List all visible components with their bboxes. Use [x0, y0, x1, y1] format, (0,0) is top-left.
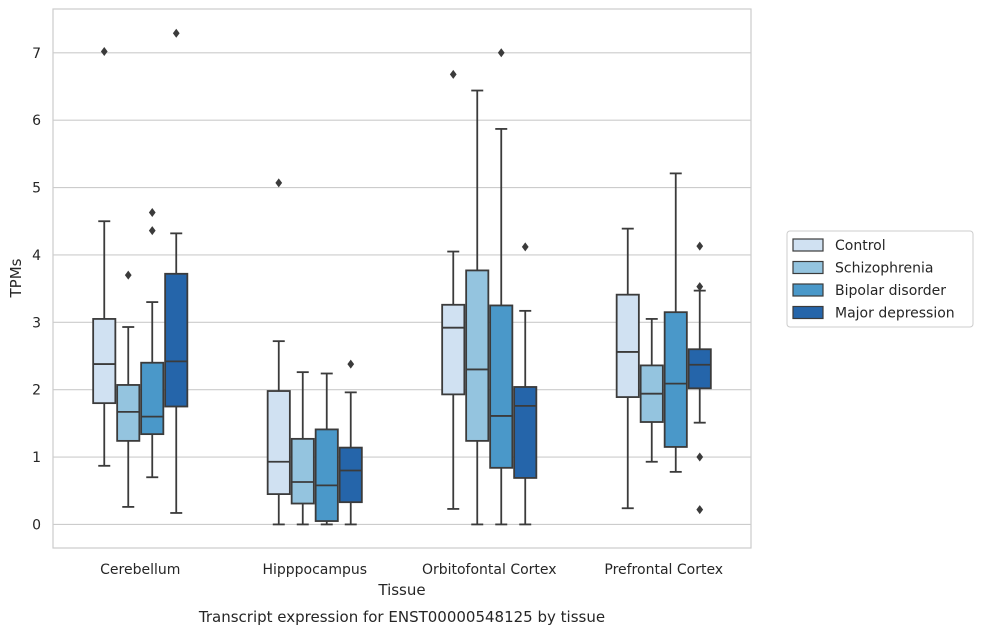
- x-tick-label: Hipppocampus: [262, 562, 367, 578]
- outlier-point: [124, 270, 132, 280]
- box-body: [513, 386, 538, 479]
- outlier-point: [696, 452, 704, 462]
- box-body: [489, 304, 514, 469]
- box-bipolar-disorder: [663, 172, 688, 473]
- y-tick-label: 5: [32, 181, 41, 197]
- box-body: [266, 390, 291, 495]
- box-body: [314, 428, 339, 522]
- box-control: [615, 227, 640, 510]
- y-tick-labels: 0 1 2 3 4 5 6 7: [32, 46, 41, 534]
- grid-lines: [53, 52, 751, 526]
- outlier-point: [497, 48, 505, 58]
- box-body: [290, 437, 315, 505]
- chart-caption: Transcript expression for ENST0000054812…: [198, 608, 605, 626]
- box-control: [266, 178, 291, 526]
- box-body: [687, 348, 712, 390]
- legend-label: Major depression: [835, 306, 955, 322]
- y-tick-label: 7: [32, 46, 41, 62]
- legend-swatch: [792, 260, 824, 275]
- box-body: [663, 311, 688, 448]
- legend-swatch: [792, 238, 824, 252]
- legend-label: Bipolar disorder: [835, 283, 946, 299]
- y-tick-label: 4: [32, 248, 41, 264]
- box-body: [338, 446, 363, 504]
- box-body: [140, 361, 165, 436]
- legend-frame: [786, 230, 974, 328]
- outlier-point: [696, 505, 704, 515]
- outlier-point: [100, 46, 108, 56]
- y-tick-label: 0: [32, 517, 41, 533]
- box-schizophrenia: [465, 89, 490, 526]
- x-axis-label: Tissue: [377, 581, 425, 599]
- box-major-depression: [338, 359, 363, 526]
- box-bipolar-disorder: [489, 48, 514, 526]
- y-tick-label: 3: [32, 315, 41, 331]
- box-major-depression: [687, 241, 712, 515]
- legend-swatch: [792, 305, 824, 320]
- x-tick-label: Orbitofontal Cortex: [422, 562, 557, 578]
- outlier-point: [347, 359, 355, 369]
- box-groups: [92, 28, 712, 526]
- outlier-point: [449, 69, 457, 79]
- outlier-point: [696, 282, 704, 292]
- legend-swatch: [792, 283, 824, 297]
- legend-label: Control: [835, 238, 886, 254]
- x-tick-labels: Cerebellum Hipppocampus Orbitofontal Corte…: [100, 562, 723, 578]
- box-body: [116, 384, 141, 442]
- outlier-point: [696, 241, 704, 251]
- plot-area-frame: [52, 8, 752, 549]
- box-schizophrenia: [639, 318, 664, 463]
- box-body: [164, 272, 189, 408]
- box-bipolar-disorder: [140, 207, 165, 479]
- legend-label: Schizophrenia: [835, 261, 933, 277]
- outlier-point: [521, 242, 529, 252]
- box-body: [92, 318, 117, 405]
- y-tick-label: 1: [32, 450, 41, 466]
- box-control: [92, 46, 117, 467]
- outlier-point: [275, 178, 283, 188]
- outlier-point: [148, 207, 156, 217]
- box-major-depression: [513, 242, 538, 526]
- outlier-point: [172, 28, 180, 38]
- box-major-depression: [164, 28, 189, 514]
- box-schizophrenia: [116, 270, 141, 508]
- box-body: [441, 303, 466, 396]
- y-tick-label: 2: [32, 383, 41, 399]
- box-schizophrenia: [290, 371, 315, 526]
- x-tick-label: Cerebellum: [100, 562, 180, 578]
- box-body: [615, 293, 640, 398]
- x-tick-label: Prefrontal Cortex: [604, 562, 723, 578]
- y-axis-label: TPMs: [7, 258, 25, 298]
- box-body: [465, 269, 490, 442]
- box-control: [441, 69, 466, 510]
- y-tick-label: 6: [32, 113, 41, 129]
- legend: Control Schizophrenia Bipolar disorder Majo…: [786, 230, 974, 328]
- outlier-point: [148, 226, 156, 236]
- box-bipolar-disorder: [314, 372, 339, 526]
